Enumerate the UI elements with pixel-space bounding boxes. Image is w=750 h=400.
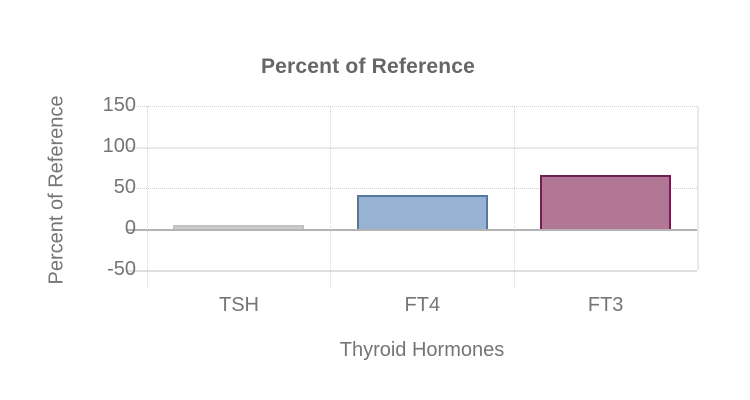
y-tick-label: -50 — [107, 258, 136, 281]
bar-tsh — [173, 224, 305, 229]
bar-ft3 — [539, 174, 671, 229]
y-tick-label: 50 — [113, 176, 136, 199]
y-gridline — [127, 270, 697, 272]
x-gridline — [147, 106, 148, 288]
chart-title: Percent of Reference — [260, 55, 476, 78]
y-gridline — [127, 147, 697, 149]
x-tick-label: FT3 — [587, 294, 624, 316]
y-tick-label: 100 — [102, 135, 136, 158]
y-gridline — [127, 188, 697, 189]
y-gridline — [127, 106, 697, 107]
x-tick-label: TSH — [219, 294, 259, 316]
x-axis-title: Thyroid Hormones — [339, 339, 505, 361]
plot-area — [127, 106, 699, 288]
y-tick-label: 150 — [102, 94, 136, 117]
x-gridline — [697, 106, 699, 270]
x-tick-label: FT4 — [404, 294, 441, 316]
y-tick-label: 0 — [124, 217, 136, 240]
bar-ft4 — [356, 195, 488, 229]
y-gridline — [127, 229, 697, 231]
x-gridline — [513, 106, 515, 288]
y-axis-title: Percent of Reference — [45, 95, 68, 285]
x-gridline — [330, 106, 332, 288]
